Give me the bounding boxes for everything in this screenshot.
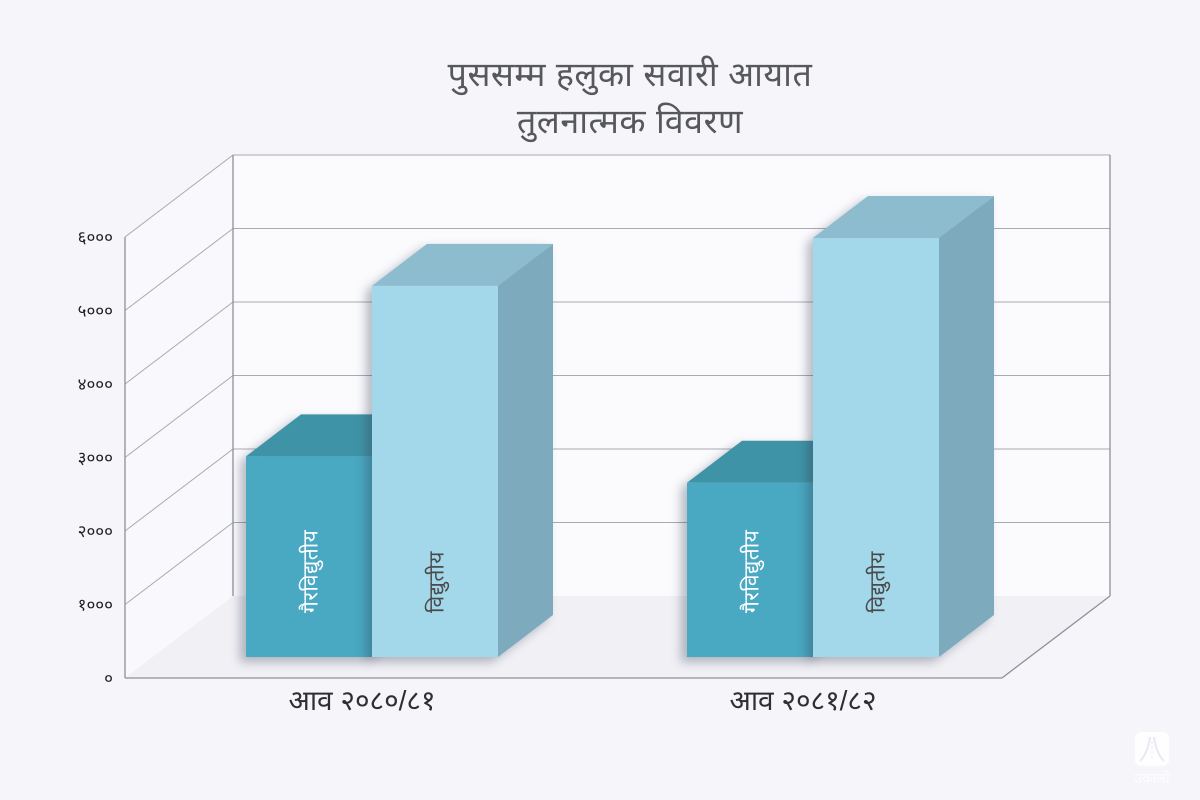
bar-series-label: विद्युतीय <box>866 551 891 613</box>
bar-front-face <box>813 238 939 658</box>
x-axis-category-label: आव २०८०/८१ <box>288 685 435 716</box>
bar-front-face <box>687 482 813 657</box>
y-axis-tick-label: २००० <box>78 522 113 541</box>
y-axis-tick-label: ३००० <box>78 449 113 468</box>
bar-side-face <box>498 243 553 657</box>
bar-series-label: विद्युतीय <box>425 551 450 613</box>
bar-side-face <box>939 196 994 658</box>
x-axis-category-label: आव २०८१/८२ <box>729 685 876 716</box>
bar-series-label: गैरविद्युतीय <box>740 529 765 613</box>
bar-electric-group1: विद्युतीय <box>372 243 553 657</box>
y-axis-tick-label: ६००० <box>78 228 113 247</box>
y-axis-tick-label: ५००० <box>78 302 113 321</box>
ukaalo-logo-icon <box>1135 732 1169 766</box>
bar-top-face <box>372 243 553 286</box>
ukaalo-logo-watermark: उकालो <box>1122 732 1182 788</box>
bar-front-face <box>246 456 372 657</box>
y-axis-tick-label: ४००० <box>78 375 113 394</box>
y-axis-tick-label: ० <box>104 669 113 688</box>
chart-title: पुससम्म हलुका सवारी आयात तुलनात्मक विवरण <box>130 52 1130 146</box>
bar-electric-group2: विद्युतीय <box>813 196 994 658</box>
y-axis-tick-label: १००० <box>78 596 113 615</box>
ukaalo-logo-text: उकालो <box>1134 770 1170 786</box>
chart-title-line2: तुलनात्मक विवरण <box>516 103 744 141</box>
mountain-road-icon <box>1139 736 1165 762</box>
bar-top-face <box>813 196 994 239</box>
bar-series-label: गैरविद्युतीय <box>299 529 324 613</box>
floor-right-edge <box>1001 595 1111 679</box>
bar-front-face <box>372 285 498 657</box>
chart-title-line1: पुससम्म हलुका सवारी आयात <box>447 56 813 94</box>
